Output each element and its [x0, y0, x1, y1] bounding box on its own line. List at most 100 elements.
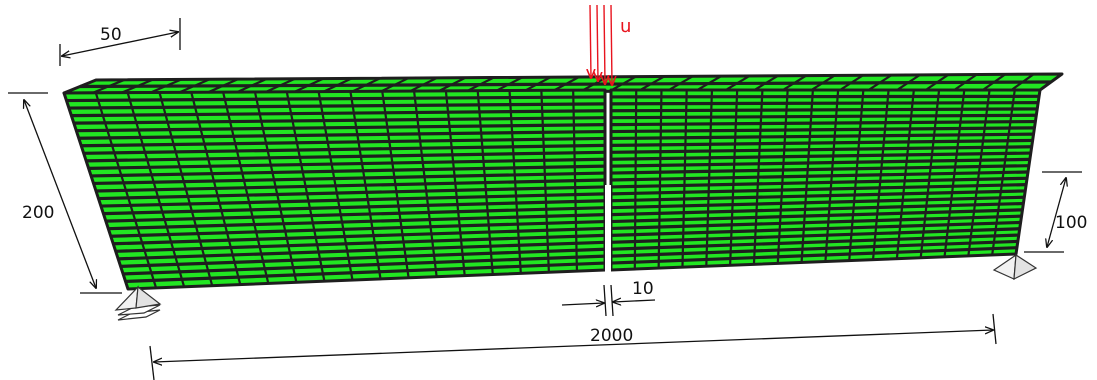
- front-right-row-line: [610, 132, 1034, 141]
- front-left-column-line: [349, 91, 382, 280]
- front-right-row-line: [610, 227, 1020, 244]
- notch-gap: [605, 185, 611, 273]
- front-left-row-line: [103, 199, 606, 216]
- top-face-column-line: [379, 77, 410, 94]
- width-dimension: [59, 18, 181, 66]
- front-left-row-line: [66, 95, 606, 103]
- front-right-row-line: [610, 176, 1028, 189]
- front-right-row-line: [610, 145, 1032, 154]
- support-height-dimension-label: 100: [1055, 213, 1087, 233]
- front-left-row-line: [118, 240, 606, 261]
- front-left-column-line: [476, 90, 494, 275]
- top-face-column-line: [321, 77, 353, 94]
- top-face-column-line: [178, 78, 211, 94]
- top-face-column-line: [149, 78, 182, 94]
- front-left-row-line: [113, 226, 606, 246]
- beam-front-face-right: [609, 88, 1042, 272]
- right-support-icon: [992, 253, 1038, 281]
- front-left-row-line: [81, 136, 606, 148]
- front-left-column-line: [253, 91, 298, 283]
- front-left-row-line: [71, 109, 606, 118]
- top-face-column-line: [120, 78, 154, 94]
- front-left-column-line: [94, 92, 158, 289]
- front-left-row-line: [91, 164, 606, 178]
- front-right-column-line: [681, 89, 688, 268]
- front-left-row-line: [73, 116, 606, 125]
- front-right-column-line: [967, 89, 991, 257]
- front-right-column-line: [824, 89, 840, 262]
- front-left-column-line: [285, 91, 326, 282]
- front-left-column-line: [317, 91, 354, 281]
- notch-dimension-label: 10: [632, 279, 654, 299]
- front-left-row-line: [123, 254, 606, 276]
- top-face-column-line: [235, 77, 267, 94]
- front-right-row-line: [610, 94, 1040, 99]
- front-left-row-line: [120, 247, 606, 268]
- front-left-column-line: [540, 90, 550, 273]
- front-left-row-line: [100, 192, 606, 208]
- front-left-column-line: [190, 92, 242, 285]
- front-right-row-line: [610, 113, 1037, 120]
- left-support-icon: [114, 285, 162, 321]
- front-left-column-line: [222, 91, 270, 284]
- span-dimension-label: 2000: [590, 326, 633, 346]
- height-dimension: [8, 92, 122, 294]
- front-left-row-line: [125, 261, 606, 284]
- top-face-column-line: [809, 74, 836, 92]
- load-arrows-icon: [590, 4, 612, 85]
- front-right-column-line: [657, 89, 663, 269]
- front-right-row-line: [610, 183, 1027, 196]
- top-face-column-line: [895, 73, 921, 92]
- front-right-column-line: [752, 89, 764, 265]
- top-face-column-line: [781, 74, 807, 92]
- front-left-row-line: [95, 178, 606, 193]
- front-left-row-line: [78, 129, 606, 140]
- front-right-column-line: [943, 89, 966, 257]
- top-face-column-line: [867, 74, 893, 92]
- front-left-row-line: [83, 143, 606, 155]
- front-right-column-line: [776, 89, 789, 264]
- front-left-row-line: [76, 123, 606, 133]
- top-face-column-line: [981, 73, 1006, 92]
- top-face-column-line: [207, 78, 239, 94]
- front-right-row-line: [610, 214, 1022, 231]
- front-left-column-line: [126, 92, 186, 288]
- support-height-dimension: [1024, 171, 1082, 253]
- front-right-row-line: [610, 138, 1033, 147]
- notch-dimension: [561, 284, 656, 317]
- top-face-column-line: [924, 73, 949, 92]
- front-right-row-line: [610, 157, 1030, 168]
- width-dimension-label: 50: [100, 25, 122, 45]
- front-left-column-line: [444, 90, 466, 276]
- front-left-column-line: [158, 92, 214, 286]
- front-right-row-line: [610, 246, 1017, 265]
- front-right-column-line: [633, 89, 638, 270]
- front-right-column-line: [729, 89, 739, 266]
- front-right-column-line: [991, 89, 1016, 256]
- front-left-row-line: [115, 233, 606, 253]
- front-left-column-line: [572, 90, 579, 272]
- front-left-row-line: [110, 219, 606, 238]
- load-label: u: [620, 16, 631, 37]
- front-right-column-line: [919, 89, 941, 258]
- front-right-row-line: [610, 126, 1035, 134]
- front-left-row-line: [68, 102, 606, 110]
- top-face-column-line: [350, 77, 381, 94]
- top-face-column-line: [293, 77, 324, 94]
- front-left-row-line: [93, 171, 606, 186]
- beam-front-face-left: [62, 88, 607, 291]
- front-right-row-line: [610, 119, 1036, 127]
- front-left-row-line: [98, 185, 606, 201]
- top-face-column-line: [264, 77, 296, 94]
- front-left-row-line: [108, 213, 606, 231]
- front-right-column-line: [871, 89, 890, 260]
- front-left-row-line: [86, 150, 606, 163]
- front-left-row-line: [105, 206, 606, 223]
- front-right-column-line: [848, 89, 865, 261]
- front-right-row-line: [610, 170, 1029, 182]
- front-right-row-line: [610, 101, 1039, 106]
- front-left-column-line: [412, 90, 438, 277]
- front-right-row-line: [610, 208, 1023, 224]
- span-dimension: [149, 313, 997, 380]
